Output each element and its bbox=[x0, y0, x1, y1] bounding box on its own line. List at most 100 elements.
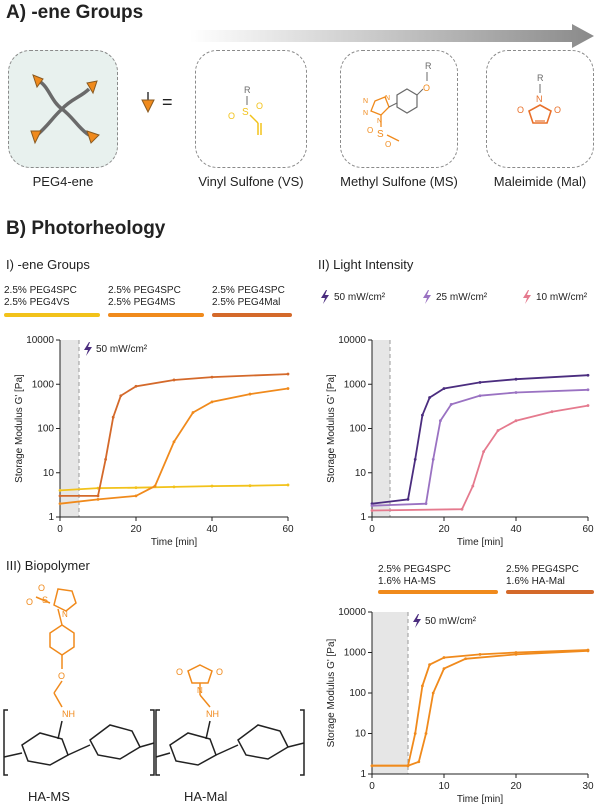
bio-dark-region bbox=[372, 612, 408, 774]
light-series-point-0 bbox=[370, 502, 374, 506]
methyl-sulfone-label: Methyl Sulfone (MS) bbox=[340, 174, 458, 189]
ene-ytick-label: 1000 bbox=[32, 379, 55, 390]
light-ytick-label: 10 bbox=[355, 468, 367, 479]
subpanel-1-title: I) -ene Groups bbox=[6, 257, 90, 272]
gradient-arrow bbox=[190, 24, 594, 48]
methyl-sulfone-structure: R O N N N N S O O bbox=[363, 61, 432, 149]
vinyl-sulfone-structure: R S O O bbox=[228, 85, 263, 135]
legend1-mal-line2: 2.5% PEG4Mal bbox=[212, 297, 281, 308]
ene-series-point-1 bbox=[191, 411, 195, 414]
ha-mal-nh: NH bbox=[206, 709, 219, 719]
legend3-hams-line2: 1.6% HA-MS bbox=[378, 576, 436, 587]
bio-series-point-0 bbox=[421, 684, 424, 688]
mal-r-atom: R bbox=[537, 73, 544, 83]
legend2-50-label: 50 mW/cm² bbox=[334, 292, 386, 303]
legend3-hams-line1: 2.5% PEG4SPC bbox=[378, 564, 451, 575]
ene-series-point-2 bbox=[210, 375, 214, 379]
light-ytick-label: 1000 bbox=[344, 379, 367, 390]
legend1-item-ms: 2.5% PEG4SPC 2.5% PEG4MS bbox=[108, 285, 181, 309]
light-series-point-0 bbox=[442, 387, 446, 390]
light-ytick-label: 1 bbox=[360, 512, 366, 523]
legend3-hamal-swatch bbox=[506, 590, 594, 594]
bio-series-point-1 bbox=[514, 652, 518, 656]
peg4-ene-structure bbox=[30, 74, 100, 145]
ms-o-atom-2: O bbox=[367, 126, 373, 135]
vs-o-atom-2: O bbox=[228, 111, 235, 121]
ene-series-point-1 bbox=[134, 494, 138, 498]
maleimide-structure: R N O O bbox=[517, 73, 561, 124]
light-series-point-2 bbox=[471, 484, 475, 488]
light-ylabel: Storage Modulus G' [Pa] bbox=[326, 374, 337, 483]
bio-xtick-label: 30 bbox=[582, 781, 594, 792]
legend1-vs-swatch bbox=[4, 313, 100, 317]
ene-series-point-0 bbox=[210, 484, 214, 488]
bio-series-point-1 bbox=[442, 667, 446, 671]
vinyl-sulfone-box: R S O O bbox=[195, 50, 307, 168]
ms-n-atom-2: N bbox=[363, 110, 368, 117]
light-xtick-label: 60 bbox=[582, 524, 594, 535]
legend1-ms-swatch bbox=[108, 313, 204, 317]
light-ytick-label: 100 bbox=[349, 424, 366, 435]
light-xtick-label: 20 bbox=[438, 524, 450, 535]
legend1-mal-line1: 2.5% PEG4SPC bbox=[212, 285, 285, 296]
bio-ytick-label: 10 bbox=[355, 729, 367, 740]
light-series-point-0 bbox=[478, 381, 482, 384]
vinyl-sulfone-label: Vinyl Sulfone (VS) bbox=[198, 174, 304, 189]
ene-series-point-1 bbox=[153, 484, 157, 488]
legend1-vs-line1: 2.5% PEG4SPC bbox=[4, 285, 77, 296]
bio-ylabel: Storage Modulus G' [Pa] bbox=[326, 638, 337, 747]
light-series-point-2 bbox=[496, 429, 500, 432]
ene-series-point-2 bbox=[58, 494, 62, 498]
light-series-point-1 bbox=[449, 403, 453, 406]
light-series-point-1 bbox=[370, 504, 374, 508]
ha-mal-sidechain bbox=[187, 664, 213, 708]
ha-mal-o-2: O bbox=[216, 667, 223, 677]
ene-ytick-label: 10000 bbox=[26, 335, 54, 346]
ms-s-atom: S bbox=[377, 129, 384, 140]
legend3-item-hams: 2.5% PEG4SPC 1.6% HA-MS bbox=[378, 564, 451, 588]
ene-series-point-2 bbox=[111, 415, 115, 419]
legend3-hams-swatch bbox=[378, 590, 498, 594]
ha-mal-label: HA-Mal bbox=[184, 789, 227, 804]
legend3-item-hamal: 2.5% PEG4SPC 1.6% HA-Mal bbox=[506, 564, 579, 588]
ene-series-point-2 bbox=[119, 394, 123, 398]
ha-mal-o-1: O bbox=[176, 667, 183, 677]
bio-bolt-icon bbox=[413, 614, 421, 628]
ene-series-point-0 bbox=[286, 483, 290, 487]
ha-ms-o-3: O bbox=[58, 671, 65, 681]
ms-n-atom-4: N bbox=[385, 95, 390, 102]
legend2-10-label: 10 mW/cm² bbox=[536, 292, 588, 303]
ene-series-point-1 bbox=[96, 497, 100, 501]
light-series-point-1 bbox=[431, 458, 435, 461]
ene-series-point-2 bbox=[286, 372, 290, 376]
bolt-icon-50 bbox=[321, 290, 329, 304]
ms-o-atom: O bbox=[423, 83, 430, 93]
mal-n-atom: N bbox=[536, 94, 543, 104]
bio-series-point-1 bbox=[586, 649, 590, 653]
bio-series-point-0 bbox=[442, 656, 446, 659]
bio-xlabel: Time [min] bbox=[457, 794, 504, 805]
light-series-point-2 bbox=[514, 419, 518, 423]
ene-glyph-icon bbox=[141, 92, 155, 114]
bio-xtick-label: 0 bbox=[369, 781, 375, 792]
light-series-point-1 bbox=[439, 419, 442, 423]
ha-ms-o-2: O bbox=[26, 597, 33, 607]
chart-biopolymer: 1 10 100 1000 10000 0 10 20 30 Time [min] Storage … bbox=[326, 607, 594, 805]
bolt-icon-25 bbox=[423, 290, 431, 304]
light-series-point-0 bbox=[428, 396, 431, 399]
peg4-ene-label: PEG4-ene bbox=[32, 174, 94, 189]
ene-bolt-icon bbox=[84, 342, 92, 356]
vs-r-atom: R bbox=[244, 85, 251, 95]
ha-ms-n: N bbox=[62, 610, 68, 619]
ha-ms-s: S bbox=[42, 595, 48, 605]
ha-ms-sidechain bbox=[35, 588, 77, 708]
light-series-point-2 bbox=[370, 509, 374, 512]
ene-series-point-0 bbox=[172, 485, 176, 489]
ha-backbones bbox=[3, 709, 305, 776]
light-series-point-1 bbox=[586, 388, 590, 392]
legend2-25-label: 25 mW/cm² bbox=[436, 292, 488, 303]
light-series-point-1 bbox=[478, 394, 482, 398]
bio-ytick-label: 10000 bbox=[338, 607, 366, 618]
bio-series-point-0 bbox=[428, 663, 431, 667]
ms-n-atom-3: N bbox=[377, 118, 382, 125]
